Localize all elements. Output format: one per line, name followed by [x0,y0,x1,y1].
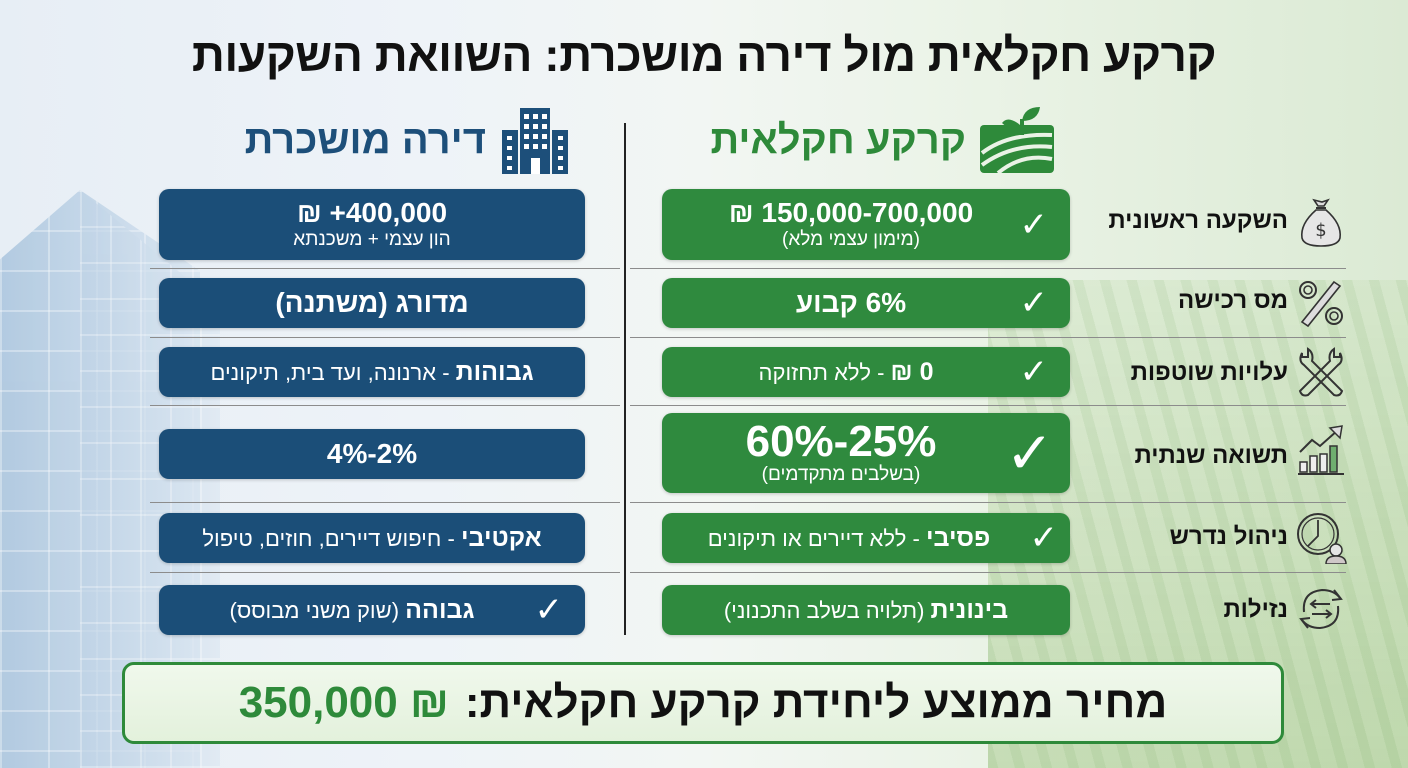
center-divider [624,123,626,635]
column-heading-farm: קרקע חקלאית [711,100,1057,180]
apartment-annual-return-value: 2%-4% [326,437,418,469]
apartment-management-cell: אקטיבי - חיפוש דיירים, חוזים, טיפול [159,513,585,563]
farm-management-note: - ללא דיירים או תיקונים [707,525,926,551]
apartment-purchase-tax-cell: מדורג (משתנה) [159,278,585,328]
row-label-initial-investment: השקעה ראשונית [1108,207,1288,234]
apartment-annual-return-cell: 2%-4% [159,429,585,479]
check-icon: ✓ [1019,283,1049,323]
farm-field-sprout-icon [978,105,1056,175]
apartment-initial-investment-cell: 400,000+ ₪ הון עצמי + משכנתא [159,189,585,260]
row-label-management: ניהול נדרש [1169,523,1288,550]
row-divider [150,405,620,406]
apartment-management-note: - חיפוש דיירים, חוזים, טיפול [202,525,461,551]
row-divider [150,502,620,503]
check-icon: ✓ [1019,205,1049,245]
row-label-liquidity: נזילות [1223,596,1288,623]
exchange-arrows-icon [1294,582,1348,636]
farm-liquidity-note: (תלויה בשלב התכנוני) [723,597,931,623]
farm-management-cell: פסיבי - ללא דיירים או תיקונים ✓ [662,513,1070,563]
farm-liquidity-value: בינונית [930,595,1009,624]
row-divider [150,572,620,573]
row-label-purchase-tax: מס רכישה [1177,287,1288,314]
apartment-initial-investment-note: הון עצמי + משכנתא [293,228,451,250]
farm-ongoing-costs-value: 0 ₪ [890,357,934,386]
farm-purchase-tax-value: 6% קבוע [795,286,907,318]
check-icon: ✓ [1019,352,1049,392]
row-divider [630,405,1346,406]
row-divider [630,502,1346,503]
percent-icon [1294,276,1348,330]
farm-management-value: פסיבי [925,523,991,552]
check-icon: ✓ [1029,518,1059,558]
column-heading-apartment-label: דירה מושכרת [244,117,486,162]
apartment-ongoing-costs-value: גבוהות [455,357,534,386]
apartment-ongoing-costs-note: - ארנונה, ועד בית, תיקונים [210,359,456,385]
farm-purchase-tax-cell: 6% קבוע ✓ [662,278,1070,328]
row-divider [630,337,1346,338]
tools-wrench-icon [1294,345,1348,399]
farm-annual-return-note: (בשלבים מתקדמים) [761,463,921,485]
row-label-ongoing-costs: עלויות שוטפות [1130,359,1288,386]
farm-ongoing-costs-note: - ללא תחזוקה [758,359,891,385]
apartment-liquidity-cell: גבוהה (שוק משני מבוסס) ✓ [159,585,585,635]
check-icon: ✓ [534,590,564,630]
farm-initial-investment-cell: 150,000-700,000 ₪ (מימון עצמי מלא) ✓ [662,189,1070,260]
apartment-purchase-tax-value: מדורג (משתנה) [275,286,469,318]
farm-initial-investment-value: 150,000-700,000 ₪ [728,196,974,228]
farm-initial-investment-note: (מימון עצמי מלא) [782,228,921,250]
apartment-liquidity-note: (שוק משני מבוסס) [229,597,406,623]
row-divider [150,268,620,269]
row-label-annual-return: תשואה שנתית [1134,442,1288,469]
column-heading-apartment: דירה מושכרת [245,100,572,180]
apartment-liquidity-value: גבוהה [405,595,475,624]
farm-annual-return-cell: 25%-60% (בשלבים מתקדמים) ✓ [662,413,1070,493]
row-divider [150,337,620,338]
column-heading-farm-label: קרקע חקלאית [710,117,967,162]
money-bag-icon: $ [1294,194,1348,248]
svg-text:$: $ [1315,220,1326,241]
apartment-initial-investment-value: 400,000+ ₪ [296,196,448,228]
row-divider [630,268,1346,269]
check-icon: ✓ [1005,419,1054,487]
row-divider [630,572,1346,573]
apartment-management-value: אקטיבי [460,523,542,552]
apartment-building-icon [498,104,572,176]
growth-chart-icon [1294,424,1348,478]
average-price-banner: מחיר ממוצע ליחידת קרקע חקלאית: 350,000 ₪ [122,662,1284,744]
clock-person-icon [1294,510,1348,565]
farm-annual-return-value: 25%-60% [745,416,937,466]
average-price-value: 350,000 ₪ [238,678,449,727]
farm-liquidity-cell: בינונית (תלויה בשלב התכנוני) [662,585,1070,635]
page-title: קרקע חקלאית מול דירה מושכרת: השוואת השקע… [191,29,1217,81]
apartment-ongoing-costs-cell: גבוהות - ארנונה, ועד בית, תיקונים [159,347,585,397]
average-price-label: מחיר ממוצע ליחידת קרקע חקלאית: [464,678,1168,727]
farm-ongoing-costs-cell: 0 ₪ - ללא תחזוקה ✓ [662,347,1070,397]
